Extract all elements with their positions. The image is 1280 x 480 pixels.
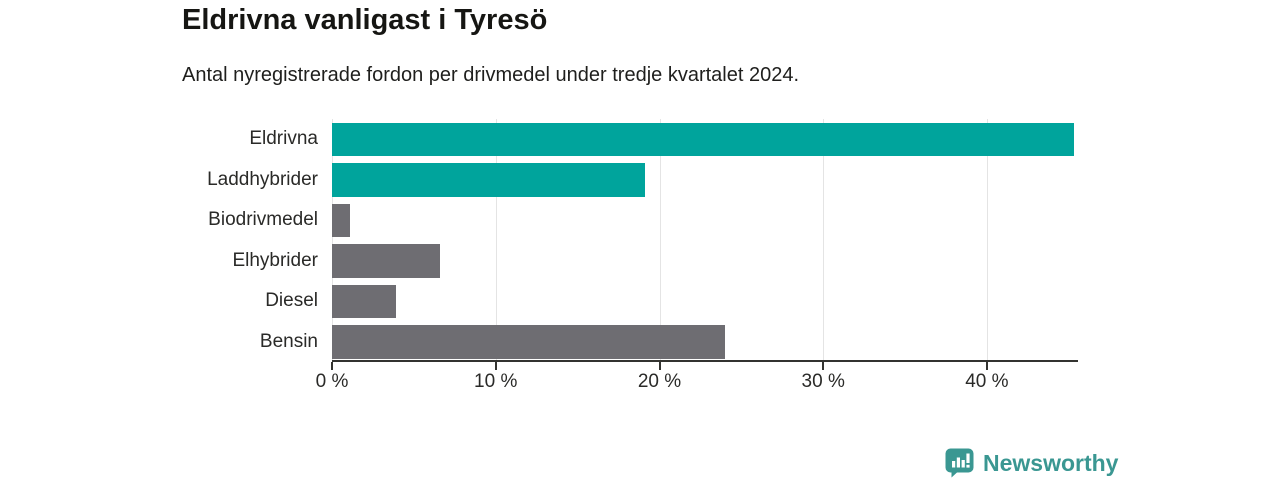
bar-eldrivna: [332, 122, 1074, 156]
category-label: Laddhybrider: [207, 168, 318, 190]
axis-tick-10: [494, 362, 497, 370]
bar-row: Biodrivmedel: [180, 200, 1077, 241]
axis-tick-30: [822, 362, 825, 370]
bar-diesel: [332, 284, 396, 318]
axis-tick-0: [331, 362, 333, 370]
category-label: Diesel: [265, 290, 318, 312]
newsworthy-logo-icon: [945, 448, 974, 478]
newsworthy-logo: Newsworthy: [945, 448, 1118, 478]
bar-row: Bensin: [180, 322, 1077, 363]
category-label: Bensin: [259, 330, 318, 352]
category-label: Elhybrider: [232, 249, 318, 271]
bar-bensin: [332, 325, 725, 359]
gridline-40: [986, 119, 988, 362]
category-label: Eldrivna: [249, 128, 318, 150]
axis-tick-20: [658, 362, 661, 370]
plot-area: [332, 119, 1077, 362]
bar-elhybrider: [332, 244, 441, 278]
x-axis-line: [332, 360, 1078, 362]
bar-rows: Eldrivna Laddhybrider Biodrivmedel Elhybrid…: [180, 119, 1077, 362]
gridline-30: [823, 119, 825, 362]
chart-title: Eldrivna vanligast i Tyresö: [182, 4, 548, 36]
bar-laddhybrider: [332, 163, 645, 197]
axis-tick-label: 20 %: [637, 371, 682, 392]
axis-tick-label: 30 %: [801, 371, 845, 392]
gridline-0: [332, 119, 333, 362]
gridline-10: [495, 119, 497, 362]
axis-tick-label: 40 %: [965, 371, 1009, 392]
bar-row: Elhybrider: [180, 241, 1077, 282]
axis-tick-label: 0 %: [315, 371, 349, 392]
bar-row: Laddhybrider: [180, 160, 1077, 201]
bar-row: Diesel: [180, 281, 1077, 322]
axis-tick-40: [985, 362, 988, 370]
category-label: Biodrivmedel: [208, 209, 318, 231]
bar-row: Eldrivna: [180, 119, 1077, 160]
bar-biodrivmedel: [332, 203, 350, 237]
gridline-20: [659, 119, 661, 362]
newsworthy-logo-text: Newsworthy: [983, 449, 1119, 476]
chart-subtitle: Antal nyregistrerade fordon per drivmede…: [182, 64, 800, 86]
axis-tick-label: 10 %: [474, 371, 518, 392]
